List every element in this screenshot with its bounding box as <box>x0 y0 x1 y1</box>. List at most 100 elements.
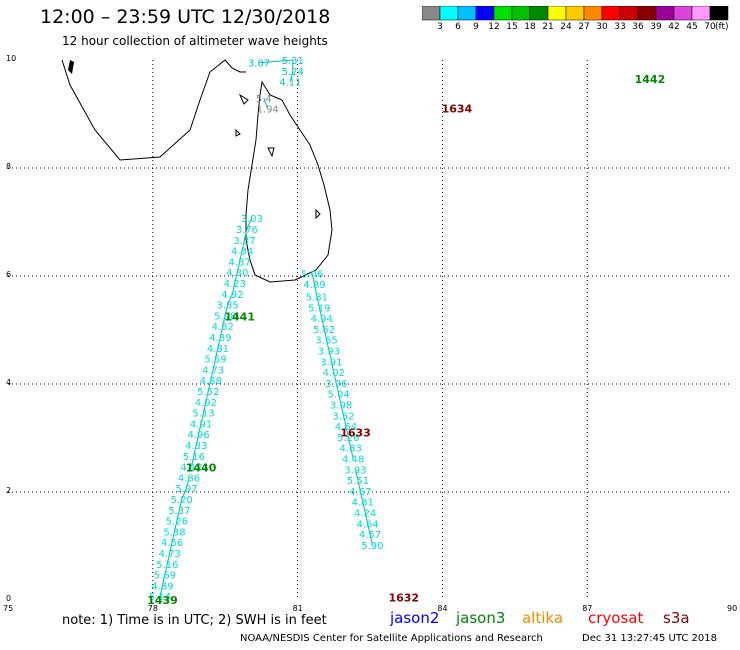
pass-time-label: 1442 <box>635 73 666 86</box>
x-tick-label: 90 <box>727 604 738 613</box>
map-subtitle: 12 hour collection of altimeter wave hei… <box>62 34 328 48</box>
y-tick-label: 10 <box>6 54 17 63</box>
legend-item-s3a: s3a <box>663 609 690 627</box>
wave-height-value: 5.31 <box>282 56 304 67</box>
coastline-sri-lanka <box>245 80 333 283</box>
wave-height-value: 4.91 <box>190 419 212 430</box>
wave-height-value: 5.97 <box>175 484 197 495</box>
wave-height-value: 5.90 <box>361 541 383 552</box>
wave-height-value: 4.96 <box>188 430 210 441</box>
legend-item-jason3: jason3 <box>456 609 506 627</box>
wave-height-value: 5.81 <box>306 293 328 304</box>
wave-height-value: 4.64 <box>335 422 357 433</box>
wave-height-value: 4.67 <box>349 487 371 498</box>
wave-height-value: 5.59 <box>204 355 226 366</box>
wave-height-value: 4.81 <box>207 344 229 355</box>
colorbar-label: 27 <box>578 22 590 32</box>
wave-height-value: 4.82 <box>212 322 234 333</box>
wave-height-value: 5.38 <box>163 527 185 538</box>
pass-time-label: 1440 <box>186 462 217 475</box>
wave-height-value: 4.83 <box>185 441 207 452</box>
track-line <box>190 218 253 467</box>
colorbar-label: 9 <box>473 22 479 32</box>
x-tick-label: 81 <box>292 604 303 613</box>
wave-height-value: 4.73 <box>202 365 224 376</box>
pass-time-label: 1439 <box>147 594 178 607</box>
track-line <box>258 59 294 82</box>
wave-height-value: 5.69 <box>154 571 176 582</box>
pass-time-label: 1634 <box>442 103 473 116</box>
wave-height-value: 4.88 <box>200 376 222 387</box>
wave-height-value: 5.24 <box>282 67 304 78</box>
coastline-india <box>61 59 246 161</box>
wave-height-value: 4.24 <box>354 509 376 520</box>
colorbar-label: 30 <box>596 22 608 32</box>
wave-height-value: 4.64 <box>356 519 378 530</box>
wave-height-value: 5.20 <box>171 495 193 506</box>
colorbar-labels: 3 6 9 12 15 18 21 24 27 30 33 36 39 42 45 70 <box>422 22 740 34</box>
track-line <box>355 469 373 546</box>
wave-height-value: 5.62 <box>313 325 335 336</box>
wave-height-value: 5.26 <box>337 433 359 444</box>
wave-height-value: 4.94 <box>311 314 333 325</box>
x-tick-label: 84 <box>437 604 448 613</box>
legend-item-jason2: jason2 <box>390 609 440 627</box>
colorbar-label: 39 <box>650 22 662 32</box>
wave-height-value: 4.34 <box>231 247 253 258</box>
track-line <box>311 273 354 459</box>
y-tick-label: 4 <box>6 378 12 387</box>
legend-item-altika: altika <box>522 609 564 627</box>
wave-height-value: 4.89 <box>209 333 231 344</box>
wave-height-value: 3.03 <box>241 214 263 225</box>
colorbar-label: 18 <box>524 22 536 32</box>
wave-height-value: 3.65 <box>315 336 337 347</box>
x-tick-label: 75 <box>3 604 14 613</box>
wave-height-value: 4.23 <box>224 279 246 290</box>
y-tick-label: 0 <box>6 594 12 603</box>
wave-height-value: 4.89 <box>151 581 173 592</box>
wave-height-value: 5.16 <box>183 452 205 463</box>
wave-height-value: 5.26 <box>166 517 188 528</box>
wave-height-value: 5.06 <box>301 269 323 280</box>
map-grid <box>8 60 732 600</box>
wave-height-value: 4.92 <box>221 290 243 301</box>
colorbar-label: 3 <box>437 22 443 32</box>
pass-time-label: 1633 <box>340 427 371 440</box>
colorbar-label: 15 <box>506 22 518 32</box>
wave-height-value: 1.94 <box>257 105 279 116</box>
colorbar-swatch <box>709 6 729 21</box>
legend-item-cryosat: cryosat <box>588 609 644 627</box>
track-line <box>159 477 190 597</box>
wave-height-value: 4.48 <box>342 455 364 466</box>
wave-height-value: 5.52 <box>197 387 219 398</box>
wave-height-value: 5.13 <box>192 409 214 420</box>
colorbar-label: 36 <box>632 22 644 32</box>
wave-height-value: 4.02 <box>323 368 345 379</box>
colorbar-label: 6 <box>455 22 461 32</box>
wave-height-value: 5.14 <box>149 592 171 603</box>
wave-height-value: 4.11 <box>279 78 301 89</box>
wave-height-value: 4.81 <box>352 498 374 509</box>
wave-height-value: 4.92 <box>195 398 217 409</box>
wave-height-value: 4.86 <box>178 473 200 484</box>
wave-height-value: 3.93 <box>344 465 366 476</box>
colorbar-label: 42 <box>668 22 680 32</box>
wave-height-value: 3.85 <box>216 301 238 312</box>
wave-height-value: 3.93 <box>318 347 340 358</box>
wave-height-value: 4.37 <box>229 257 251 268</box>
wave-height-value: 5.37 <box>168 506 190 517</box>
y-tick-label: 8 <box>6 162 12 171</box>
wave-height-value: 4.12 <box>180 463 202 474</box>
wave-height-value: 5.16 <box>156 560 178 571</box>
track-line <box>263 97 269 109</box>
wave-height-value: 5.04 <box>327 390 349 401</box>
wave-height-value: 4.73 <box>159 549 181 560</box>
colorbar-label: 70 <box>704 22 716 32</box>
y-tick-label: 6 <box>6 270 12 279</box>
wave-height-value: 5.08 <box>214 311 236 322</box>
colorbar-unit: (ft) <box>715 22 729 32</box>
wave-height-value: 3.52 <box>332 411 354 422</box>
pass-time-label: 1632 <box>388 591 419 604</box>
